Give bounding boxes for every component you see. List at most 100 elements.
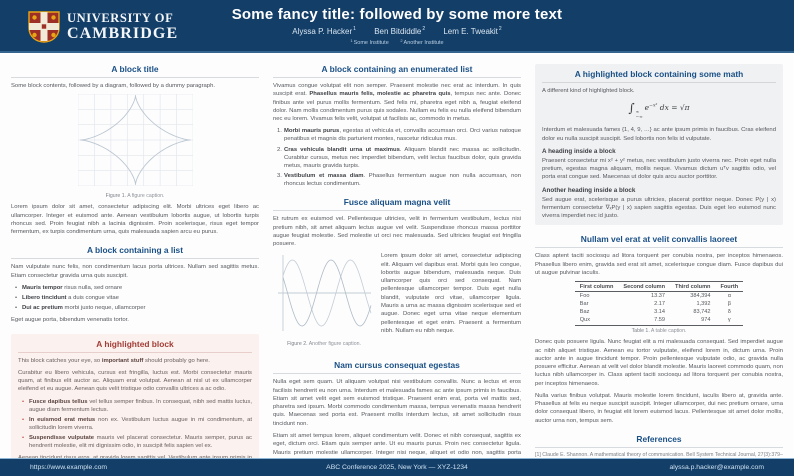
list-item-lead: Morbi mauris purus xyxy=(284,128,340,135)
institute-sup: 2 xyxy=(400,37,403,43)
list-item-text: risus nulla, sed ornare xyxy=(62,284,123,291)
bullet-icon: • xyxy=(15,284,18,291)
list-item-lead: Suspendisse vulputate xyxy=(29,435,95,442)
author-name: Lem E. Tweakit xyxy=(443,26,498,36)
block-heading: Nullam vel erat at velit convallis laore… xyxy=(535,234,783,249)
bullet-icon: • xyxy=(15,295,18,301)
table-header-cell: First column xyxy=(574,281,619,293)
figure-2-caption: Figure 2. Another figure caption. xyxy=(273,341,375,347)
institutes-line: 1Some Institute 2Another Institute xyxy=(0,38,794,47)
list-item-text: mauris vel placerat consectetur. Mauris … xyxy=(29,435,252,450)
table-row: Baz 3.14 83,742 δ xyxy=(575,308,743,316)
list-item-text: , egestas at vehicula et, convallis accu… xyxy=(284,128,521,143)
block-heading: References xyxy=(535,434,783,448)
list-item: • In euismod erat metus non ex. Vestibulu… xyxy=(18,416,252,432)
lower-limit: −∞ xyxy=(635,114,643,120)
footer-email-link[interactable]: alyssa.p.hacker@example.com xyxy=(669,464,764,471)
enum-item: 3. Vestibulum et massa diam. Phasellus fe… xyxy=(273,172,521,188)
list-item-text: non ex. Vestibulum luctus augue in mi co… xyxy=(29,416,252,432)
poster-header: UNIVERSITY OF CAMBRIDGE Some fancy title… xyxy=(0,0,794,53)
alert-paragraph-2: Curabitur eu libero vehicula, cursus est… xyxy=(18,369,252,393)
table-row: Qux 7.59 974 γ xyxy=(574,316,744,327)
paragraph: Nulla eget sem quam. Ut aliquam volutpat… xyxy=(273,379,521,427)
list-item-lead: Mauris tempor xyxy=(22,284,63,291)
institute: 1Some Institute xyxy=(350,38,388,47)
block-fusce-aliquam: Fusce aliquam magna velit Et rutrum ex e… xyxy=(273,197,521,351)
author-name: Alyssa P. Hacker xyxy=(292,26,353,36)
integral-limits: ∞ −∞ xyxy=(636,109,643,119)
logotype-line-1: UNIVERSITY OF xyxy=(67,11,174,26)
upper-limit: ∞ xyxy=(635,109,640,115)
highlighted-block: A highlighted block This block catches y… xyxy=(11,333,259,458)
table-cell: Baz xyxy=(579,309,590,316)
table-cell: 3.14 xyxy=(654,309,666,316)
figure-text-row: Figure 2. Another figure caption. Lorem … xyxy=(273,252,521,351)
header-title-area: Some fancy title: followed by some more … xyxy=(0,6,794,46)
block-heading: A highlighted block xyxy=(18,339,252,353)
figure-caption-text: Another figure caption. xyxy=(308,341,361,348)
cambridge-shield-icon xyxy=(28,11,60,43)
table-cell: 974 xyxy=(670,316,716,327)
paragraph: Praesent consectetur mi x² + y² metus, n… xyxy=(542,157,776,181)
table-cell: 13.37 xyxy=(651,293,666,300)
list-item-lead: Dui ac pretium xyxy=(22,305,63,312)
table-header-cell: Fourth xyxy=(715,281,744,293)
figure-caption-label: Figure 1. xyxy=(105,193,127,200)
author-affiliation-sup: 2 xyxy=(498,26,502,32)
author: Lem E. Tweakit2 xyxy=(443,26,502,36)
table-caption-label: Table 1. xyxy=(631,328,650,335)
list-item-lead: Libero tincidunt xyxy=(22,295,67,301)
block-enumerated-list: A block containing an enumerated list Vi… xyxy=(273,64,521,188)
lorem-paragraph: Lorem ipsum dolor sit amet, consectetur … xyxy=(11,204,259,236)
gaussian-integral-equation: ∫ ∞ −∞ e−x² dx = √π xyxy=(542,101,776,119)
list-item: • Mauris tempor risus nulla, sed ornare xyxy=(11,284,259,292)
paragraph: Donec quis posuere ligula. Nunc feugiat … xyxy=(535,339,783,387)
text-segment: Vivamus congue volutpat elit non semper.… xyxy=(273,83,521,98)
paragraph: Interdum et malesuada fames {1, 4, 9, …}… xyxy=(542,127,776,142)
list-item: • Fusce dapibus tellus vel tellus semper … xyxy=(18,398,252,414)
authors-line: Alyssa P. Hacker1 Ben Bitdiddle2 Lem E. … xyxy=(0,26,794,36)
block-intro: Et rutrum ex euismod vel. Pellentesque u… xyxy=(273,216,521,248)
block-nam-cursus: Nam cursus consequat egestas Nulla eget … xyxy=(273,360,521,458)
author: Ben Bitdiddle2 xyxy=(374,26,426,36)
table-row: Foo 13.37 384,394 α xyxy=(575,292,743,301)
integral-sign: ∫ xyxy=(628,101,635,116)
enum-number: 2. xyxy=(277,146,282,153)
cambridge-logotype: UNIVERSITY OF CAMBRIDGE xyxy=(67,12,178,42)
enum-item: 2. Cras vehicula blandit urna ut maximus.… xyxy=(273,146,521,170)
author-affiliation-sup: 2 xyxy=(422,26,426,32)
table-header-cell: Second column xyxy=(618,281,671,293)
block-a-block-title: A block title Some block contents, follo… xyxy=(11,64,259,236)
list-item-lead: In euismod erat metus xyxy=(29,416,96,423)
footer-conference-label: ABC Conference 2025, New York — XYZ-1234 xyxy=(326,464,468,471)
table-cell: 83,742 xyxy=(693,309,711,316)
poster-body: A block title Some block contents, follo… xyxy=(0,55,794,458)
list-item-text: . Phasellus fermentum augue non nulla ac… xyxy=(284,173,521,188)
enum-item: 1. Morbi mauris purus, egestas at vehicul… xyxy=(273,127,521,143)
table-cell: Bar xyxy=(579,301,589,308)
left-column: A block title Some block contents, follo… xyxy=(11,64,259,458)
reference-item: [1] Claude E. Shannon. A mathematical th… xyxy=(535,451,783,458)
list-item-text: morbi justo neque, ullamcorper xyxy=(62,305,146,312)
bullet-icon: • xyxy=(22,398,25,405)
inner-heading: A heading inside a block xyxy=(542,147,616,155)
right-column: A highlighted block containing some math… xyxy=(535,64,783,458)
paragraph: Sed augue erat, scelerisque a purus ultr… xyxy=(542,196,776,220)
block-intro: Nam vulputate nunc felis, non condimentu… xyxy=(11,264,259,279)
table-cell: Qux xyxy=(574,316,619,327)
highlighted-math-block: A highlighted block containing some math… xyxy=(535,64,783,226)
side-paragraph: Lorem ipsum dolor sit amet, consectetur … xyxy=(381,253,521,334)
table-cell: β xyxy=(727,301,731,308)
alert-outro: Aenean tincidunt risus eros, at gravida … xyxy=(18,454,252,458)
table-caption: Table 1. A table caption. xyxy=(535,328,783,334)
bullet-icon: • xyxy=(15,305,18,312)
cambridge-logo: UNIVERSITY OF CAMBRIDGE xyxy=(28,11,178,43)
bold-segment: Phasellus mauris felis, molestie ac phar… xyxy=(309,91,451,98)
enum-number: 3. xyxy=(277,173,282,180)
list-item-text: vel tellus semper finibus. In consequat,… xyxy=(29,398,252,413)
table-cell: Foo xyxy=(579,293,590,300)
bold-segment: important stuff xyxy=(101,357,144,364)
footer-url-link[interactable]: https://www.example.com xyxy=(30,464,108,471)
figure-2: Figure 2. Another figure caption. xyxy=(273,252,375,351)
sine-waves-diagram xyxy=(278,255,372,332)
